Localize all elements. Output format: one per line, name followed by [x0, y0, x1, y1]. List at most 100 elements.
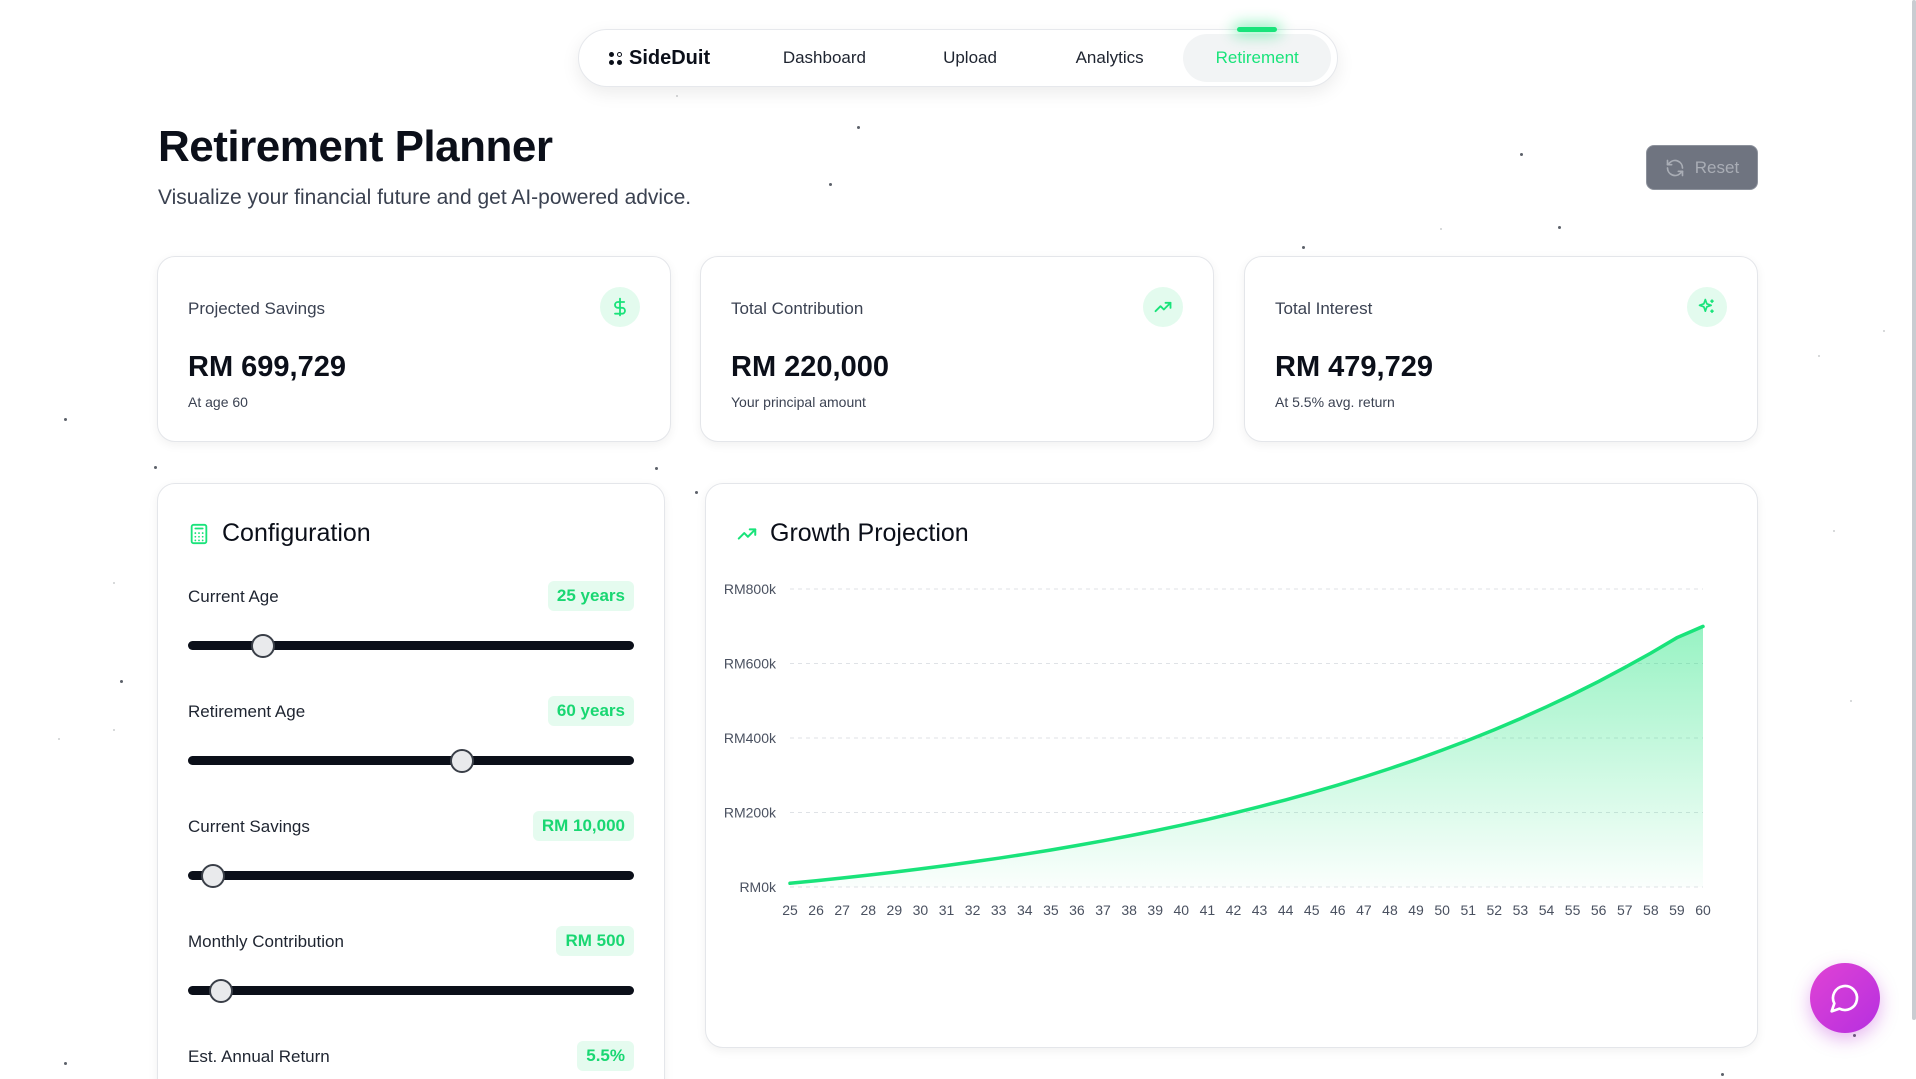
x-tick-label: 53 — [1513, 902, 1529, 918]
x-tick-label: 25 — [782, 902, 798, 918]
x-tick-label: 38 — [1121, 902, 1137, 918]
page-scrollbar[interactable] — [1912, 0, 1916, 1020]
stat-value: RM 699,729 — [188, 351, 346, 383]
page-subtitle: Visualize your financial future and get … — [158, 186, 692, 209]
field-value-badge: 60 years — [547, 696, 634, 726]
stat-card-projected-savings: Projected Savings RM 699,729 At age 60 — [157, 256, 671, 442]
stat-subtext: At age 60 — [188, 394, 248, 410]
x-tick-label: 27 — [834, 902, 850, 918]
x-tick-label: 57 — [1617, 902, 1633, 918]
reset-button[interactable]: Reset — [1646, 145, 1758, 190]
x-tick-label: 41 — [1200, 902, 1216, 918]
x-tick-label: 33 — [991, 902, 1007, 918]
field-label: Est. Annual Return — [188, 1047, 330, 1066]
stat-value: RM 220,000 — [731, 351, 889, 383]
x-tick-label: 49 — [1408, 902, 1424, 918]
stat-label: Projected Savings — [188, 299, 326, 318]
stat-label: Total Interest — [1275, 299, 1373, 318]
growth-projection-card: Growth Projection RM0k RM200k RM400k RM600k… — [705, 483, 1758, 1048]
growth-line — [788, 624, 1705, 886]
x-tick-label: 42 — [1226, 902, 1242, 918]
brand-name: SideDuit — [629, 46, 711, 69]
current-savings-slider-track[interactable] — [188, 871, 634, 880]
field-value-badge: 25 years — [547, 581, 634, 611]
nav-dashboard[interactable]: Dashboard — [782, 48, 866, 67]
y-tick-label: RM600k — [724, 656, 777, 672]
sparkles-icon — [1687, 287, 1727, 327]
nav-upload[interactable]: Upload — [943, 48, 997, 67]
chat-button[interactable] — [1810, 963, 1880, 1033]
x-tick-label: 30 — [913, 902, 929, 918]
x-tick-label: 52 — [1487, 902, 1503, 918]
page-title: Retirement Planner — [158, 122, 553, 171]
x-tick-label: 50 — [1434, 902, 1450, 918]
field-label: Retirement Age — [188, 702, 306, 721]
x-tick-label: 44 — [1278, 902, 1294, 918]
x-tick-label: 48 — [1382, 902, 1398, 918]
growth-projection-title: Growth Projection — [736, 519, 969, 548]
stat-subtext: At 5.5% avg. return — [1275, 394, 1395, 410]
field-label: Current Age — [188, 587, 279, 606]
nav-retirement[interactable]: Retirement — [1183, 27, 1332, 82]
x-tick-label: 55 — [1565, 902, 1581, 918]
configuration-title: Configuration — [188, 519, 371, 548]
logo-icon — [609, 51, 622, 65]
x-tick-label: 60 — [1695, 902, 1711, 918]
calculator-icon — [190, 523, 208, 544]
chat-bubble-icon — [1830, 984, 1859, 1013]
retirement-age-slider-track[interactable] — [188, 756, 634, 765]
stat-value: RM 479,729 — [1275, 351, 1433, 383]
monthly-contribution-slider-track[interactable] — [188, 986, 634, 995]
top-nav: SideDuit Dashboard Upload Analytics Reti… — [578, 27, 1338, 87]
current-savings-slider-thumb[interactable] — [200, 864, 225, 888]
x-tick-label: 37 — [1095, 902, 1111, 918]
current-age-slider-track[interactable] — [188, 641, 634, 650]
stat-subtext: Your principal amount — [731, 394, 866, 410]
x-tick-label: 51 — [1460, 902, 1476, 918]
x-tick-label: 45 — [1304, 902, 1320, 918]
monthly-contribution-slider-thumb[interactable] — [209, 979, 234, 1003]
field-label: Current Savings — [188, 817, 310, 836]
x-tick-label: 35 — [1043, 902, 1059, 918]
x-tick-label: 39 — [1147, 902, 1163, 918]
x-tick-label: 54 — [1539, 902, 1555, 918]
x-tick-label: 36 — [1069, 902, 1085, 918]
configuration-title-text: Configuration — [222, 519, 371, 547]
stat-card-total-contribution: Total Contribution RM 220,000 Your princ… — [700, 256, 1214, 442]
field-label: Monthly Contribution — [188, 932, 344, 951]
refresh-icon — [1666, 159, 1684, 176]
x-tick-label: 32 — [965, 902, 981, 918]
configuration-panel: Configuration Current Age 25 years Retir… — [157, 483, 665, 1079]
brand-logo[interactable]: SideDuit — [609, 47, 751, 70]
y-tick-label: RM400k — [724, 730, 777, 746]
stat-card-total-interest: Total Interest RM 479,729 At 5.5% avg. r… — [1244, 256, 1758, 442]
y-tick-label: RM200k — [724, 805, 777, 821]
trending-up-icon — [1143, 287, 1183, 327]
nav-analytics[interactable]: Analytics — [1075, 48, 1144, 67]
x-tick-label: 26 — [808, 902, 824, 918]
retirement-age-slider-thumb[interactable] — [449, 749, 474, 773]
x-tick-label: 34 — [1017, 902, 1033, 918]
y-tick-label: RM0k — [739, 879, 777, 895]
x-tick-label: 56 — [1591, 902, 1607, 918]
x-tick-label: 58 — [1643, 902, 1659, 918]
x-tick-label: 40 — [1173, 902, 1189, 918]
growth-area — [790, 626, 1703, 887]
stat-label: Total Contribution — [731, 299, 864, 318]
trending-up-icon — [737, 527, 757, 540]
x-tick-label: 46 — [1330, 902, 1346, 918]
current-age-slider-thumb[interactable] — [251, 634, 276, 658]
growth-chart: RM0k RM200k RM400k RM600k RM800k 25 26 27 28 29 3… — [724, 581, 1711, 918]
x-tick-label: 28 — [860, 902, 876, 918]
field-value-badge: 5.5% — [577, 1041, 634, 1071]
field-value-badge: RM 10,000 — [532, 811, 634, 841]
x-tick-label: 43 — [1252, 902, 1268, 918]
y-tick-label: RM800k — [724, 581, 777, 597]
dollar-icon — [600, 287, 640, 327]
x-tick-label: 31 — [939, 902, 955, 918]
field-value-badge: RM 500 — [556, 926, 634, 956]
x-tick-label: 59 — [1669, 902, 1685, 918]
x-tick-label: 29 — [887, 902, 903, 918]
growth-projection-title-text: Growth Projection — [770, 519, 969, 547]
reset-label: Reset — [1694, 157, 1740, 177]
